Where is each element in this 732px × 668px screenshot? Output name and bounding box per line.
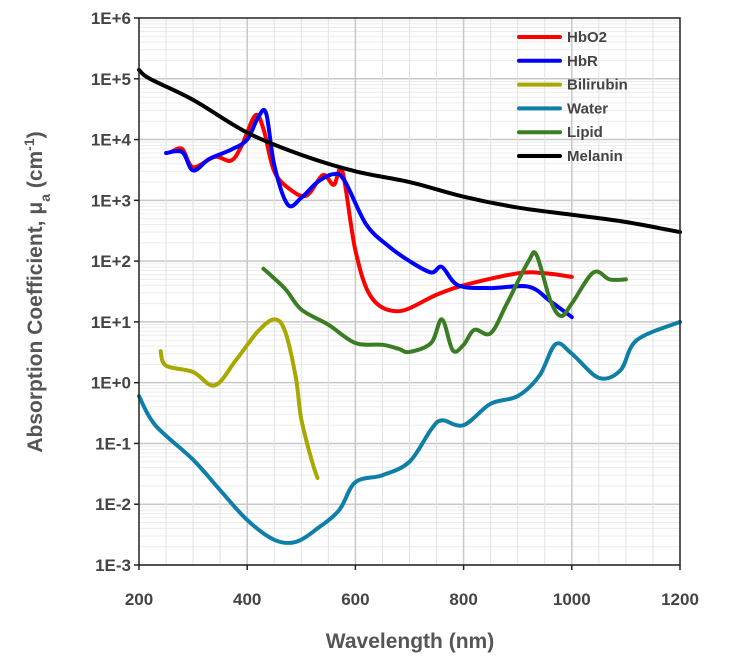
- legend: HbO2 HbR Bilirubin Water Lipid Melanin: [517, 29, 628, 165]
- x-tick-label: 1000: [553, 590, 591, 609]
- y-tick-label: 1E-3: [95, 556, 131, 575]
- x-tick-labels: 200 400 600 800 1000 1200: [125, 565, 699, 609]
- legend-label-water: Water: [567, 100, 608, 117]
- legend-label-bilirubin: Bilirubin: [567, 77, 628, 94]
- series-line-bilirubin: [158, 317, 320, 481]
- y-tick-label: 1E-1: [95, 434, 131, 453]
- y-tick-label: 1E+6: [91, 9, 131, 28]
- x-tick-label: 400: [233, 590, 261, 609]
- y-axis-label-unit: (cm: [24, 151, 47, 194]
- y-axis-label-sub: a: [37, 194, 53, 202]
- x-tick-label: 600: [341, 590, 369, 609]
- plot-frame: [138, 17, 681, 566]
- x-tick-label: 200: [125, 590, 153, 609]
- legend-label-hbo2: HbO2: [567, 29, 607, 46]
- y-tick-label: 1E-2: [95, 495, 131, 514]
- series-line-hbo2: [169, 112, 574, 314]
- y-axis-label-sup: -1: [21, 138, 37, 151]
- y-tick-label: 1E+0: [91, 374, 131, 393]
- x-tick-label: 800: [449, 590, 477, 609]
- y-tick-label: 1E+5: [91, 70, 131, 89]
- y-axis-label-close: ): [24, 131, 47, 138]
- series-line-hbr: [164, 108, 574, 320]
- y-tick-label: 1E+2: [91, 252, 131, 271]
- y-tick-labels: 1E+6 1E+5 1E+4 1E+3 1E+2 1E+1 1E+0 1E-1 1E-2 1E-3: [91, 9, 139, 575]
- series-line-melanin: [137, 67, 682, 235]
- y-tick-label: 1E+3: [91, 191, 131, 210]
- series-lines: [137, 67, 682, 546]
- y-tick-label: 1E+4: [91, 131, 132, 150]
- legend-label-lipid: Lipid: [567, 124, 603, 141]
- series-line-water: [137, 319, 682, 546]
- legend-label-hbr: HbR: [567, 53, 598, 70]
- y-axis-label-main: Absorption Coefficient, μ: [24, 202, 47, 453]
- x-axis-label: Wavelength (nm): [326, 630, 494, 653]
- legend-label-melanin: Melanin: [567, 148, 623, 165]
- y-tick-label: 1E+1: [91, 313, 131, 332]
- y-axis-label: Absorption Coefficient, μa (cm-1): [21, 131, 53, 452]
- x-tick-label: 1200: [661, 590, 699, 609]
- series-line-lipid: [261, 250, 628, 355]
